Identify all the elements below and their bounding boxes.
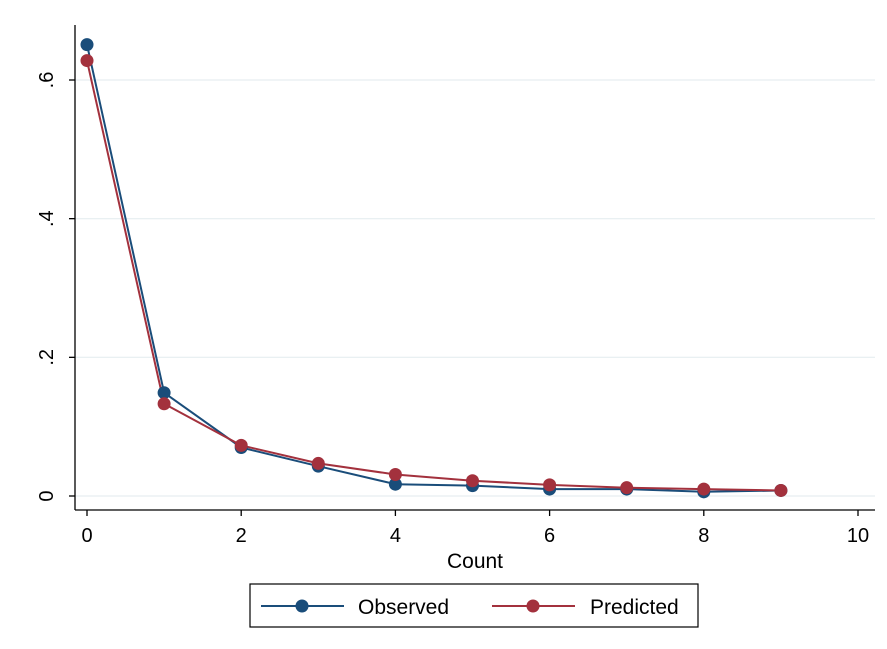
legend-label-observed: Observed bbox=[358, 596, 449, 619]
point-observed-0 bbox=[80, 38, 94, 52]
x-axis-title: Count bbox=[447, 550, 503, 573]
legend-marker-predicted bbox=[526, 599, 540, 613]
y-tick-label-1: .2 bbox=[36, 349, 58, 366]
point-predicted-6 bbox=[543, 478, 557, 492]
gridlines bbox=[75, 79, 875, 497]
x-tick-label-1: 2 bbox=[236, 525, 247, 547]
x-tick-label-5: 10 bbox=[847, 525, 869, 547]
point-predicted-0 bbox=[80, 54, 94, 68]
x-tick-label-4: 8 bbox=[698, 525, 709, 547]
point-predicted-9 bbox=[774, 483, 788, 497]
point-predicted-4 bbox=[388, 468, 402, 482]
legend-marker-observed bbox=[295, 599, 309, 613]
y-tick-label-3: .6 bbox=[36, 72, 58, 89]
point-predicted-3 bbox=[311, 456, 325, 470]
series-lines bbox=[80, 38, 788, 499]
point-observed-1 bbox=[157, 386, 171, 400]
series-line-observed bbox=[86, 44, 781, 493]
series-line-predicted bbox=[86, 60, 781, 492]
point-predicted-1 bbox=[157, 397, 171, 411]
axes: 0 .2 .4 .6 0 2 4 6 8 10 bbox=[36, 25, 875, 547]
point-predicted-8 bbox=[697, 482, 711, 496]
point-observed-4 bbox=[388, 477, 402, 491]
x-tick-label-3: 6 bbox=[544, 525, 555, 547]
legend-label-predicted: Predicted bbox=[590, 596, 679, 619]
y-tick-label-0: 0 bbox=[36, 490, 58, 501]
point-predicted-5 bbox=[466, 474, 479, 488]
point-predicted-7 bbox=[620, 481, 634, 495]
y-tick-label-2: .4 bbox=[36, 210, 58, 227]
x-tick-label-2: 4 bbox=[390, 525, 401, 547]
legend: Observed Predicted bbox=[249, 583, 699, 628]
point-predicted-2 bbox=[234, 438, 248, 452]
x-tick-label-0: 0 bbox=[81, 525, 92, 547]
